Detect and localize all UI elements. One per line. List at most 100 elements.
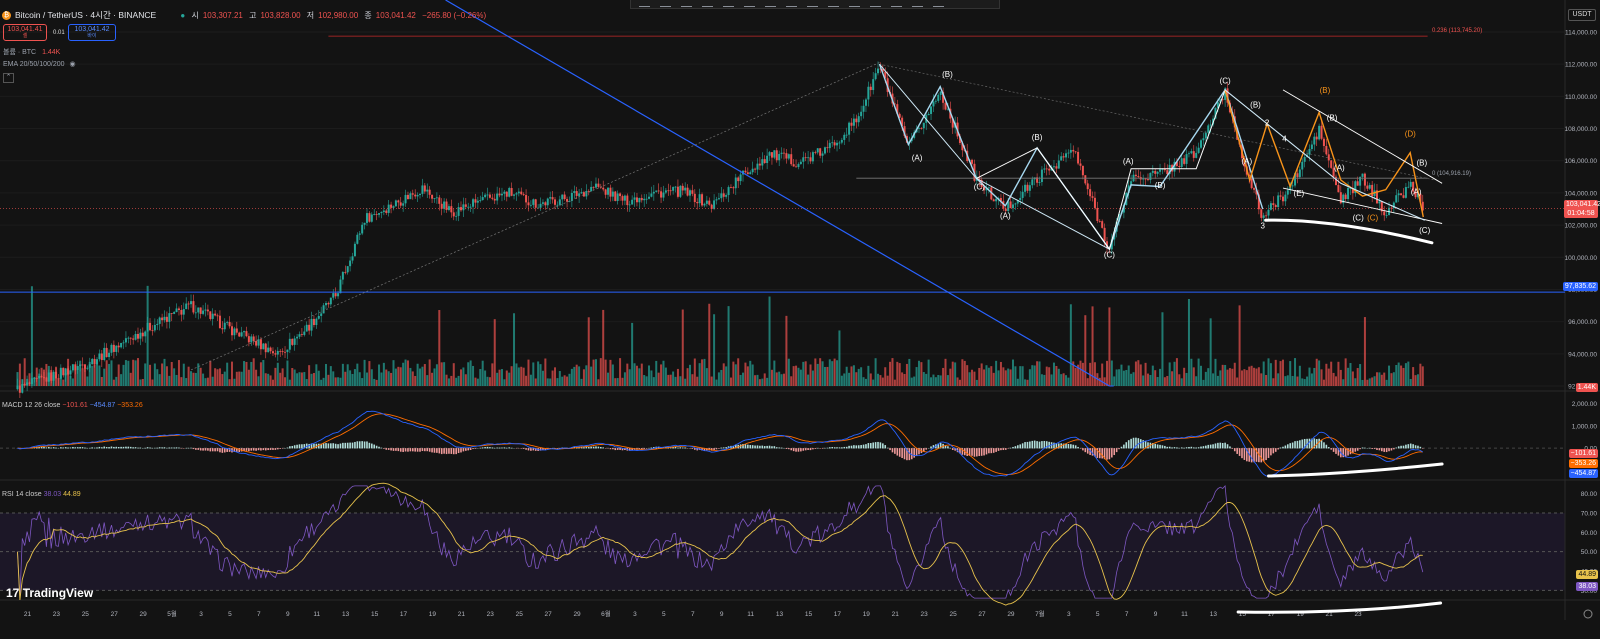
toolbar-tool-icon[interactable] <box>870 1 881 7</box>
volume-bar <box>881 377 884 386</box>
change-value: −265.80 (−0.26%) <box>422 11 487 20</box>
toolbar-tool-icon[interactable] <box>702 1 713 7</box>
macd-histogram-bar <box>1012 446 1014 449</box>
candle-body <box>1269 203 1272 210</box>
macd-histogram-bar <box>409 448 412 452</box>
volume-bar <box>761 378 764 386</box>
macd-histogram-bar <box>980 448 983 456</box>
volume-bar <box>397 366 400 386</box>
volume-bar <box>676 368 679 386</box>
volume-bar <box>951 361 954 386</box>
toolbar-tool-icon[interactable] <box>807 1 818 7</box>
macd-histogram-bar <box>720 447 723 449</box>
toolbar-tool-icon[interactable] <box>849 1 860 7</box>
toolbar-tool-icon[interactable] <box>660 1 671 7</box>
volume-bar <box>664 367 667 386</box>
candle-body <box>252 336 255 341</box>
volume-bar <box>334 377 337 386</box>
volume-bar <box>493 319 496 386</box>
volume-bar <box>1127 365 1130 386</box>
collapse-icon[interactable]: ⌃ <box>3 73 14 83</box>
macd-histogram-bar <box>1388 448 1390 452</box>
volume-bar <box>1060 374 1063 386</box>
toolbar-tool-icon[interactable] <box>681 1 692 7</box>
drawing-toolbar[interactable] <box>630 0 1000 9</box>
toolbar-tool-icon[interactable] <box>891 1 902 7</box>
buy-button[interactable]: 103,041.42 바이 <box>68 24 116 41</box>
candle-body <box>1207 125 1210 133</box>
candle-body <box>554 199 557 205</box>
time-axis-tick: 9 <box>1154 611 1158 618</box>
candle-body <box>734 177 737 189</box>
macd-histogram-bar <box>91 447 93 449</box>
toolbar-tool-icon[interactable] <box>723 1 734 7</box>
volume-bar <box>1202 379 1205 386</box>
ema-legend[interactable]: EMA 20/50/100/200 ◉ <box>3 60 76 68</box>
macd-histogram-bar <box>1089 448 1091 455</box>
macd-histogram-bar <box>344 442 347 449</box>
eye-icon[interactable]: ◉ <box>69 61 76 68</box>
toolbar-tool-icon[interactable] <box>786 1 797 7</box>
macd-histogram-bar <box>505 447 508 449</box>
volume-bar <box>1014 366 1017 386</box>
wave-label: (A) <box>1123 157 1134 166</box>
sell-button[interactable]: 103,041.41 셀 <box>3 24 47 41</box>
volume-bar <box>1281 359 1284 386</box>
macd-histogram-bar <box>761 445 764 449</box>
volume-bar <box>744 362 747 386</box>
toolbar-tool-icon[interactable] <box>912 1 923 7</box>
candle-body <box>939 91 942 95</box>
volume-bar <box>1286 375 1289 386</box>
candle-body <box>209 311 212 319</box>
volume-bar <box>312 372 315 386</box>
candle-body <box>1031 179 1034 186</box>
volume-bar <box>419 368 422 386</box>
toolbar-tool-icon[interactable] <box>765 1 776 7</box>
macd-histogram-bar <box>1359 448 1361 450</box>
toolbar-tool-icon[interactable] <box>744 1 755 7</box>
candle-body <box>1342 194 1345 204</box>
macd-histogram-bar <box>855 445 858 449</box>
candle-body <box>607 187 610 195</box>
candle-body <box>775 150 778 161</box>
wave-label: (A) <box>1241 157 1252 166</box>
macd-histogram-bar <box>62 447 65 449</box>
macd-histogram-bar <box>368 442 371 449</box>
volume-bar <box>409 367 412 386</box>
buy-price: 103,041.42 <box>74 26 110 33</box>
macd-histogram-bar <box>1320 440 1323 449</box>
volume-bar <box>69 375 72 386</box>
candle-body <box>563 194 566 200</box>
volume-bar <box>182 363 185 386</box>
macd-histogram-bar <box>296 444 298 449</box>
candle-body <box>1089 189 1092 197</box>
volume-bar <box>1057 368 1060 386</box>
volume-bar <box>1228 368 1231 386</box>
tradingview-logo[interactable]: 17 TradingView <box>6 586 93 600</box>
candle-body <box>1318 125 1321 140</box>
volume-bar <box>40 367 43 386</box>
candle-body <box>1173 161 1176 172</box>
toolbar-tool-icon[interactable] <box>933 1 944 7</box>
macd-histogram-bar <box>826 447 829 449</box>
volume-bar <box>1240 370 1243 386</box>
volume-bar <box>1113 376 1116 386</box>
volume-bar <box>146 285 149 386</box>
macd-histogram-bar <box>1246 448 1248 462</box>
macd-histogram-bar <box>1233 448 1236 452</box>
settings-icon <box>1583 609 1593 619</box>
macd-histogram-bar <box>139 447 142 449</box>
toolbar-tool-icon[interactable] <box>639 1 650 7</box>
volume-bar <box>284 377 287 386</box>
candle-body <box>498 193 501 196</box>
candle-body <box>737 177 740 182</box>
volume-bar <box>556 378 559 386</box>
volume-bar <box>1313 367 1316 386</box>
symbol-title[interactable]: Bitcoin / TetherUS · 4시간 · BINANCE <box>15 10 157 20</box>
macd-histogram-bar <box>944 445 947 449</box>
volume-bar <box>322 377 325 386</box>
currency-selector[interactable]: USDT <box>1568 9 1596 21</box>
toolbar-tool-icon[interactable] <box>828 1 839 7</box>
macd-histogram-bar <box>47 446 50 449</box>
